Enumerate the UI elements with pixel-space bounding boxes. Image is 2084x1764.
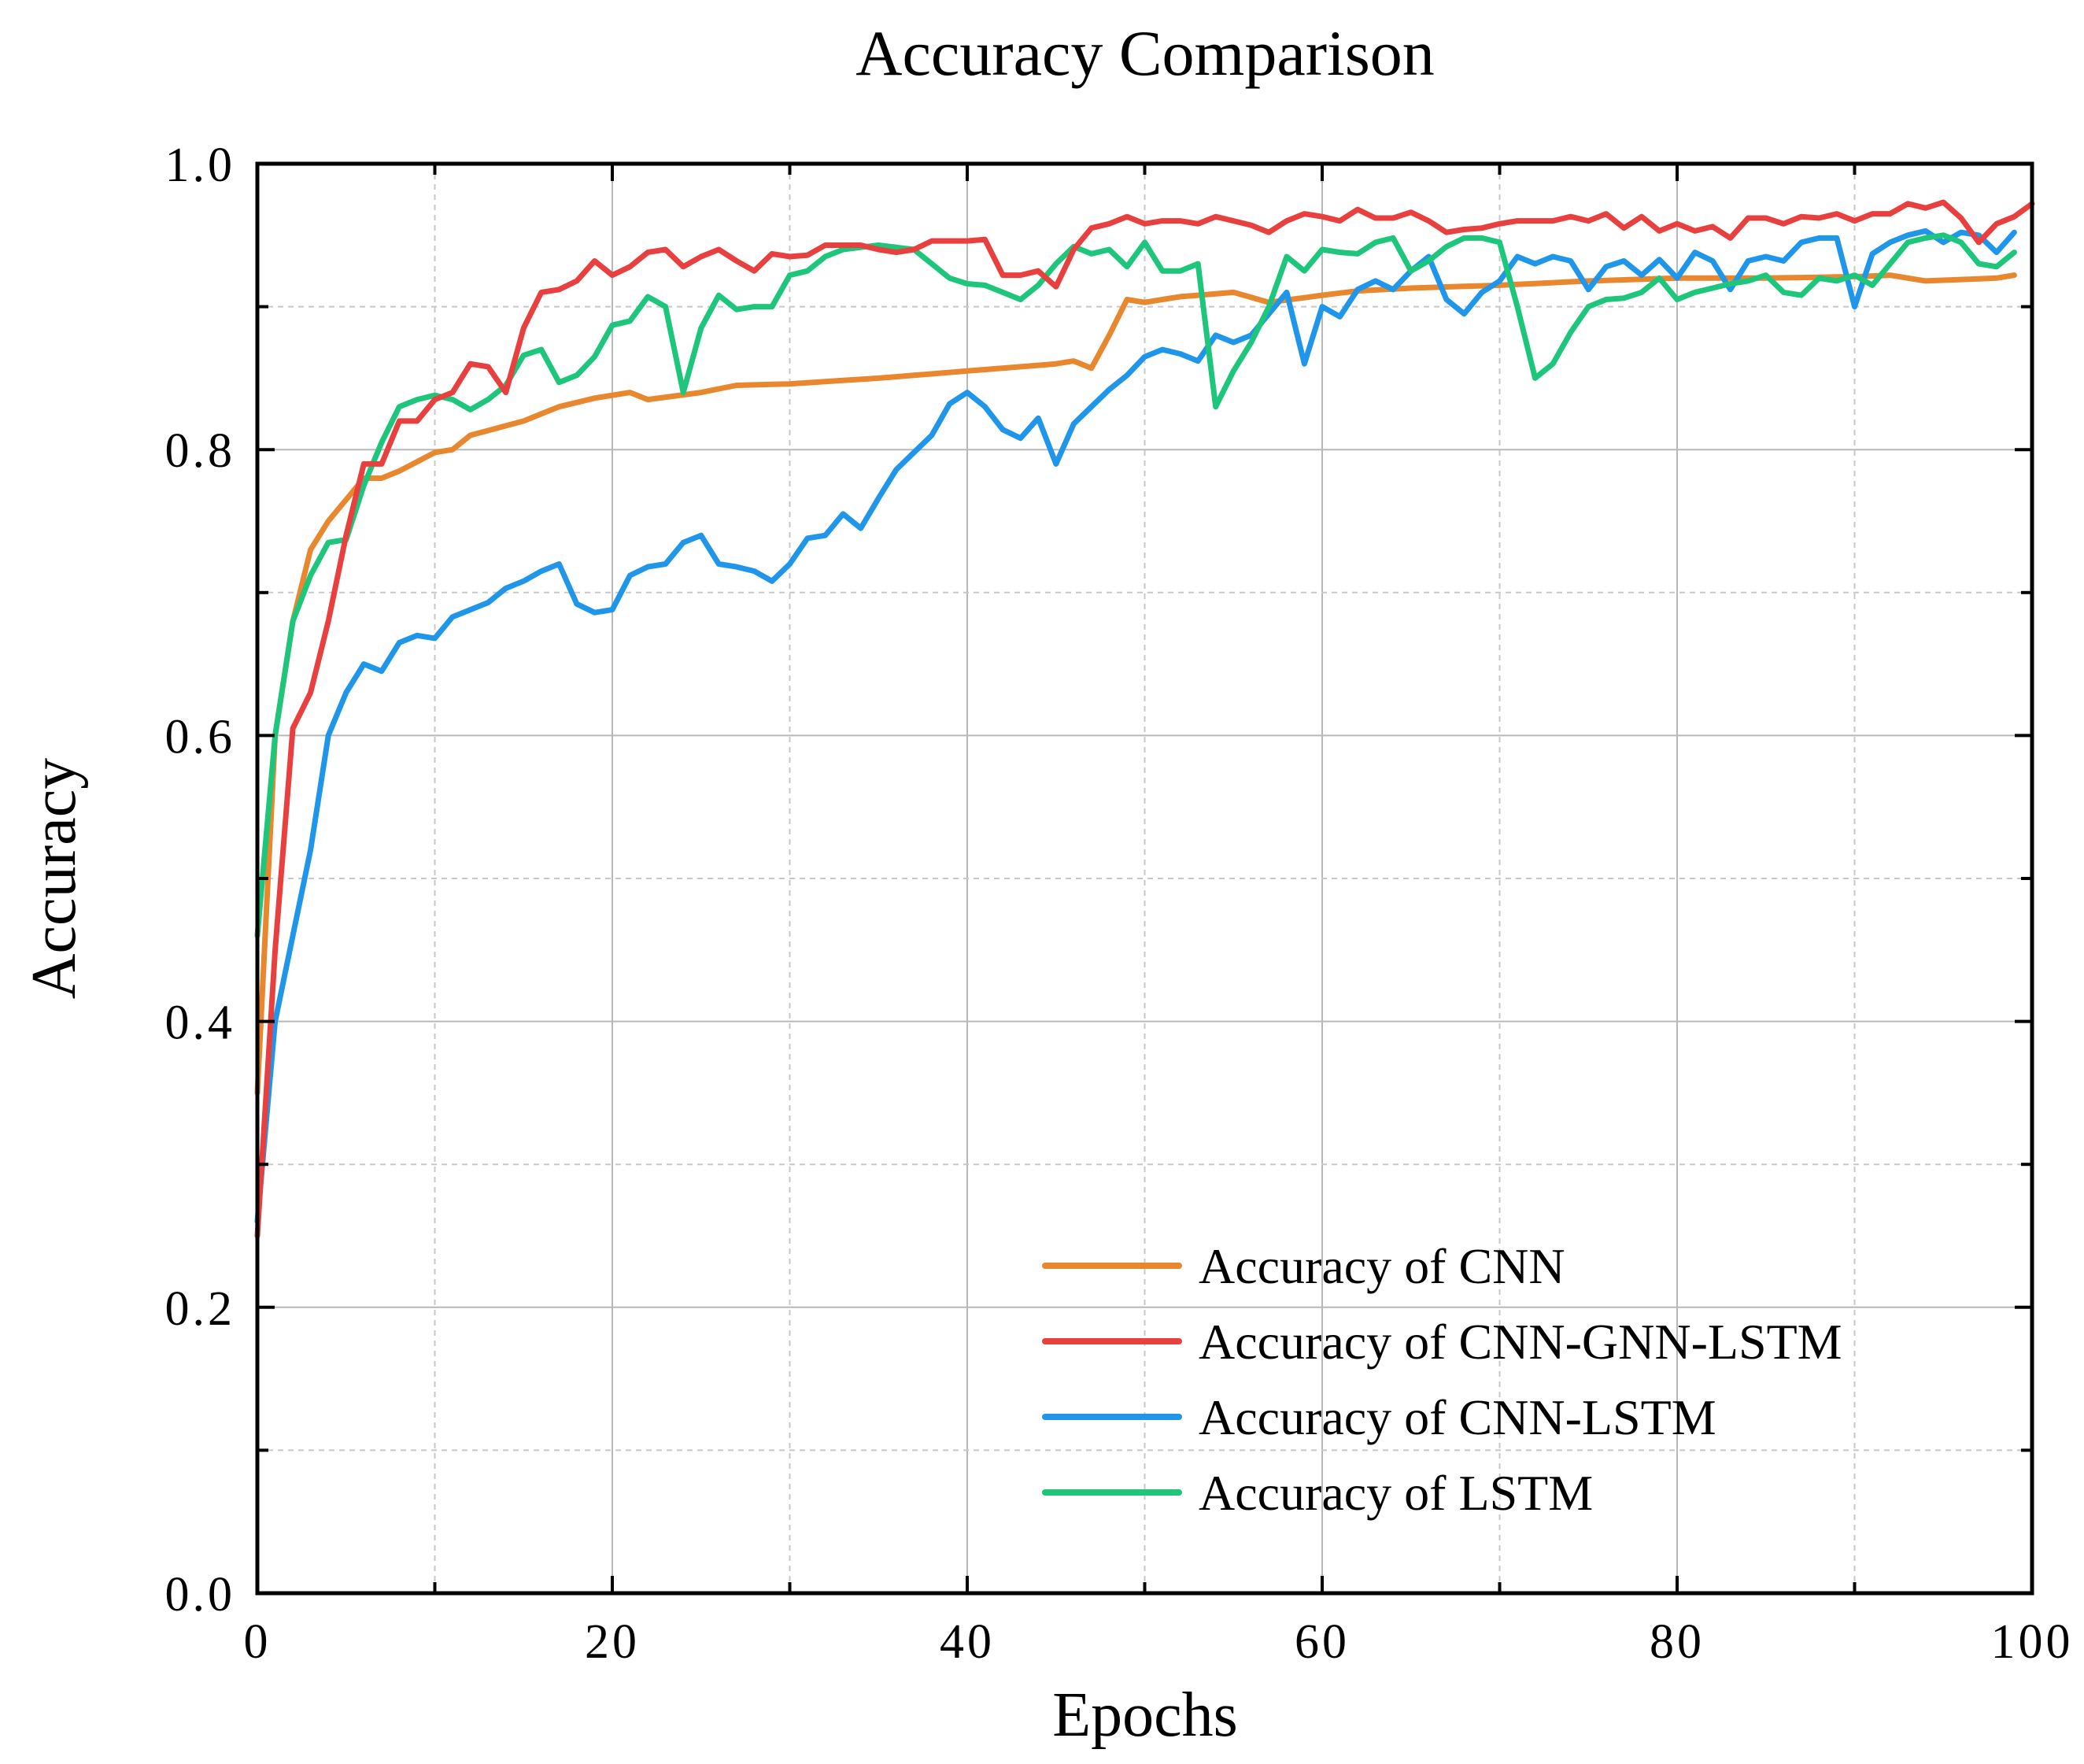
series-line-accuracy-of-cnn-gnn-lstm [254, 199, 2035, 1239]
y-tick-label: 0.4 [165, 997, 236, 1050]
legend-label: Accuracy of CNN-GNN-LSTM [1199, 1314, 1842, 1370]
legend-label: Accuracy of CNN-LSTM [1199, 1389, 1716, 1445]
series-line-accuracy-of-cnn [254, 272, 2017, 1096]
y-tick-label: 0.0 [165, 1568, 236, 1622]
tick-labels: 0 20 40 60 80 100 0.0 0.2 0.4 0.6 0.8 1.0 [165, 139, 2074, 1669]
legend-label: Accuracy of CNN [1199, 1238, 1565, 1294]
y-tick-label: 0.8 [165, 424, 236, 478]
x-tick-label: 0 [244, 1615, 272, 1669]
legend: Accuracy of CNN Accuracy of CNN-GNN-LSTM A… [1042, 1238, 1842, 1521]
axis-ticks [256, 162, 2034, 1595]
series-lines [254, 199, 2035, 1239]
y-tick-label: 0.2 [165, 1282, 236, 1336]
grid [257, 164, 2032, 1593]
y-tick-label: 0.6 [165, 710, 236, 764]
legend-label: Accuracy of LSTM [1199, 1465, 1593, 1521]
series-line-accuracy-of-cnn-lstm [254, 227, 2017, 1225]
x-tick-label: 20 [585, 1615, 640, 1669]
series-line-accuracy-of-lstm [254, 232, 2017, 939]
x-tick-label: 40 [940, 1615, 995, 1669]
y-tick-label: 1.0 [165, 139, 236, 192]
x-tick-label: 80 [1650, 1615, 1705, 1669]
chart-title: Accuracy Comparison [855, 17, 1434, 89]
y-axis-label: Accuracy [20, 758, 89, 999]
x-axis-label: Epochs [1052, 1681, 1238, 1750]
x-tick-label: 100 [1991, 1615, 2074, 1669]
x-tick-label: 60 [1295, 1615, 1350, 1669]
